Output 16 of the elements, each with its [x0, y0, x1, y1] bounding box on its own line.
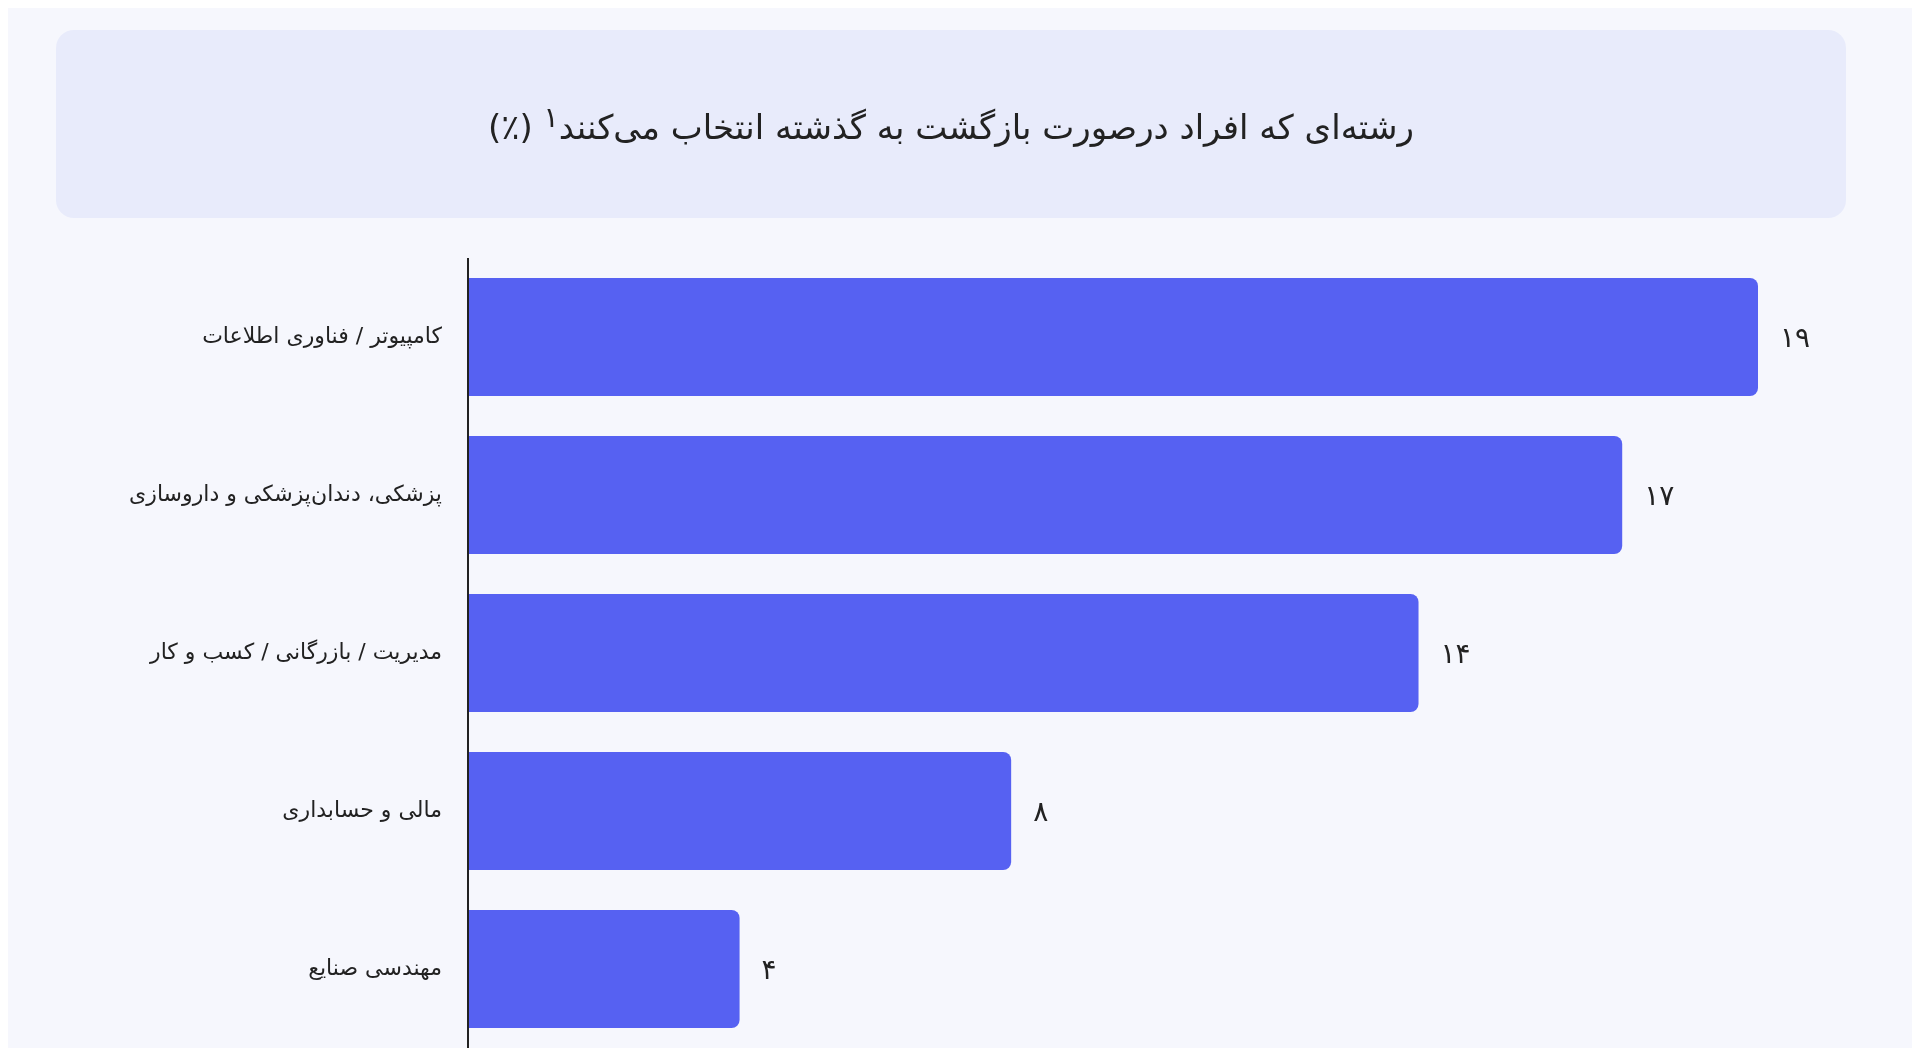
- y-tick-label: کامپیوتر / فناوری اطلاعات: [202, 323, 443, 349]
- data-label: ۱۴: [1440, 636, 1471, 670]
- bar: [468, 436, 1623, 554]
- bar: [468, 910, 740, 1028]
- y-tick-label: مالی و حسابداری: [282, 797, 442, 822]
- data-label: ۴: [761, 952, 777, 986]
- bar: [468, 278, 1758, 396]
- y-tick-label: مدیریت / بازرگانی / کسب و کار: [149, 639, 442, 664]
- bar: [468, 594, 1419, 712]
- data-label: ۱۹: [1780, 320, 1811, 354]
- data-label: ۸: [1033, 794, 1049, 828]
- y-tick-label: پزشکی، دندان‌پزشکی و داروسازی: [129, 481, 442, 507]
- y-tick-label: مهندسی صنایع: [308, 955, 442, 980]
- data-label: ۱۷: [1644, 478, 1675, 512]
- bar: [468, 752, 1012, 870]
- chart-title: رشته‌ای که افراد درصورت بازگشت به گذشته انتخاب می‌کنند$^{۱}$ (٪): [487, 100, 1415, 148]
